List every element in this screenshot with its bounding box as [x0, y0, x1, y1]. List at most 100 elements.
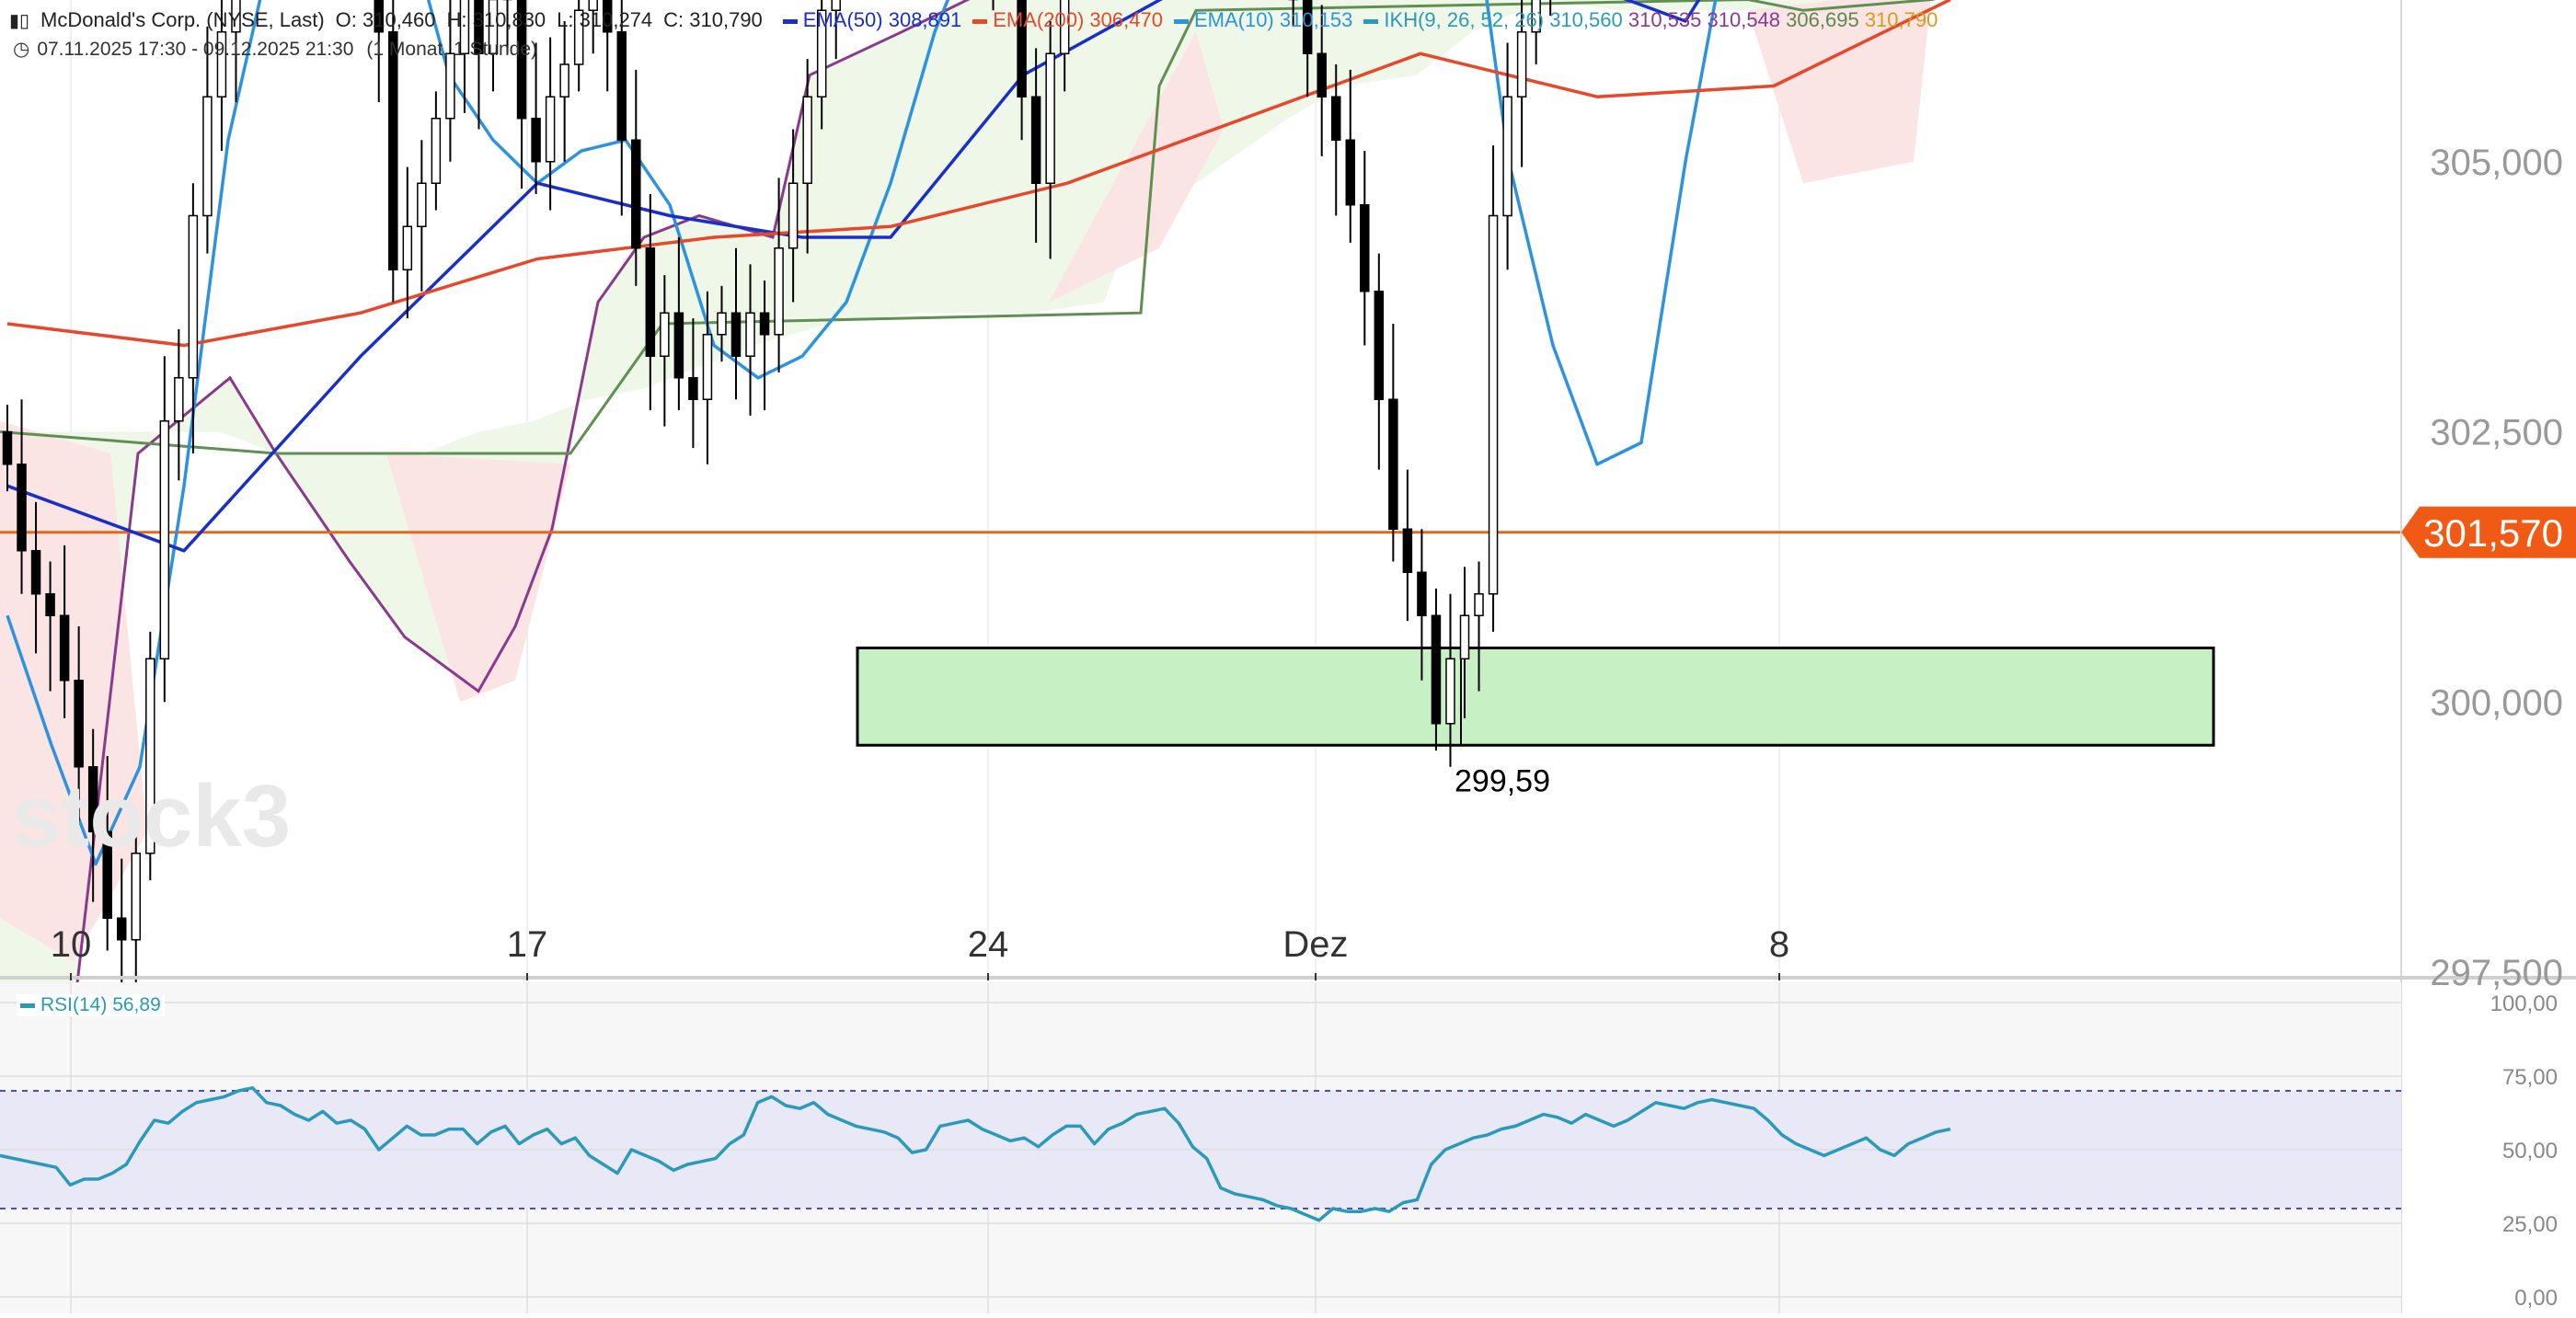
- candle-body: [1374, 291, 1385, 400]
- candle-body: [531, 118, 541, 163]
- candle-body: [645, 247, 656, 357]
- candle-body: [1417, 571, 1427, 616]
- candle-body: [559, 63, 569, 97]
- candle-body: [202, 96, 213, 217]
- candle-body: [1516, 31, 1527, 97]
- candle-body: [431, 118, 442, 184]
- cloud-bearish-patch: [1049, 31, 1224, 303]
- candle-body: [702, 334, 713, 400]
- rsi-tick-label: 0,00: [2514, 1286, 2558, 1311]
- price-axis-bg: [2401, 0, 2576, 975]
- candle-body: [816, 9, 827, 97]
- cloud-bearish-patch: [386, 453, 570, 703]
- candle-body: [116, 917, 127, 941]
- rsi-tick-label: 75,00: [2502, 1065, 2558, 1090]
- candle-body: [774, 247, 784, 336]
- candle-body: [1474, 593, 1484, 616]
- candle-body: [102, 831, 112, 919]
- candle-body: [802, 96, 812, 184]
- ema-line-ema50: [6, 0, 1701, 553]
- candle-body: [745, 312, 755, 357]
- candle-body: [216, 31, 227, 97]
- candle-body: [1402, 528, 1413, 573]
- symbol-title: McDonald's Corp. (NYSE, Last): [40, 8, 325, 31]
- ohlc-open: O: 310,460: [335, 8, 436, 31]
- candle-body: [1502, 96, 1512, 217]
- candle-body: [616, 31, 627, 141]
- candle-body: [788, 182, 799, 249]
- candle-body: [1445, 658, 1455, 725]
- clock-icon: ◷: [13, 39, 30, 60]
- legend-ikh[interactable]: IKH(9, 26, 52, 26) 310,560 310,535 310,5…: [1363, 8, 1938, 32]
- candle-body: [688, 377, 698, 400]
- rsi-tick-label: 25,00: [2502, 1212, 2558, 1237]
- horizontal-lines: [0, 531, 2401, 534]
- candle-body: [30, 550, 41, 595]
- candle-body: [831, 0, 841, 11]
- price-tick-label: 305,000: [2430, 143, 2563, 183]
- candle-body: [631, 139, 641, 249]
- ohlc-close: C: 310,790: [663, 8, 763, 31]
- legend-ema200[interactable]: EMA(200) 306,470: [972, 8, 1163, 32]
- legend-ema50[interactable]: EMA(50) 308,891: [782, 8, 961, 32]
- rsi-line: [0, 1086, 1951, 1222]
- price-badge: 301,570: [2401, 506, 2576, 558]
- candle-body: [730, 312, 742, 357]
- candle-body: [59, 614, 70, 682]
- candle-body: [573, 9, 584, 65]
- candle-body: [1431, 614, 1442, 725]
- date-range: 07.11.2025 17:30 - 09.12.2025 21:30: [37, 38, 354, 60]
- candle-body: [1302, 0, 1313, 54]
- date-tick-label: 24: [968, 924, 1009, 965]
- candle-body: [1330, 96, 1341, 141]
- candle-body: [74, 680, 84, 768]
- zones: [856, 647, 2215, 747]
- candle-body: [1030, 96, 1041, 184]
- ema-line-ema10: [6, 0, 1718, 866]
- rsi-legend[interactable]: RSI(14) 56,89: [17, 994, 165, 1016]
- legend-ema10[interactable]: EMA(10) 310,153: [1173, 8, 1352, 32]
- candle-body: [231, 0, 241, 33]
- candle-body: [145, 658, 155, 854]
- candle-body: [45, 593, 55, 616]
- candle-body: [588, 0, 598, 11]
- candle-body: [545, 96, 556, 163]
- candle-body: [417, 182, 427, 227]
- rsi-tick-label: 50,00: [2502, 1139, 2558, 1163]
- senkou-span-a: [0, 0, 971, 1049]
- rsi-panel: 100,00 75,00 50,00 25,00 0,00: [0, 982, 2558, 1313]
- candle-body: [1317, 52, 1327, 97]
- candle-body: [673, 312, 684, 379]
- candle-body: [174, 377, 184, 422]
- candle-body: [374, 0, 385, 33]
- candle-body: [1045, 52, 1055, 184]
- candle-body: [1488, 214, 1499, 595]
- header-range-row: ◷ 07.11.2025 17:30 - 09.12.2025 21:30 (1…: [13, 38, 550, 61]
- watermark: stock3: [11, 767, 291, 865]
- candle-body: [459, 0, 470, 54]
- candle-body: [188, 214, 199, 379]
- candle-body: [159, 420, 170, 659]
- cloud-fill: [0, 0, 1857, 1049]
- candle-body: [1388, 398, 1398, 530]
- ohlc-high: H: 310,830: [446, 8, 546, 31]
- interval: (1 Monat, 1 Stunde): [366, 38, 538, 60]
- candle-body: [1345, 139, 1356, 206]
- candle-body: [474, 0, 484, 54]
- price-badge-label: 301,570: [2423, 511, 2563, 555]
- ema-line-ema200: [6, 0, 1951, 348]
- candle-body: [1059, 0, 1070, 54]
- candle-body: [445, 52, 455, 120]
- ema-lines: [6, 0, 1951, 866]
- bar-chart-icon[interactable]: ▮▯: [9, 10, 30, 31]
- candle-body: [660, 312, 670, 357]
- date-tick-label: 8: [1769, 924, 1789, 965]
- ichimoku-cloud: [0, 0, 1937, 1049]
- candle-body: [1459, 614, 1470, 659]
- candle-body: [2, 430, 13, 465]
- candle-body: [1360, 204, 1370, 292]
